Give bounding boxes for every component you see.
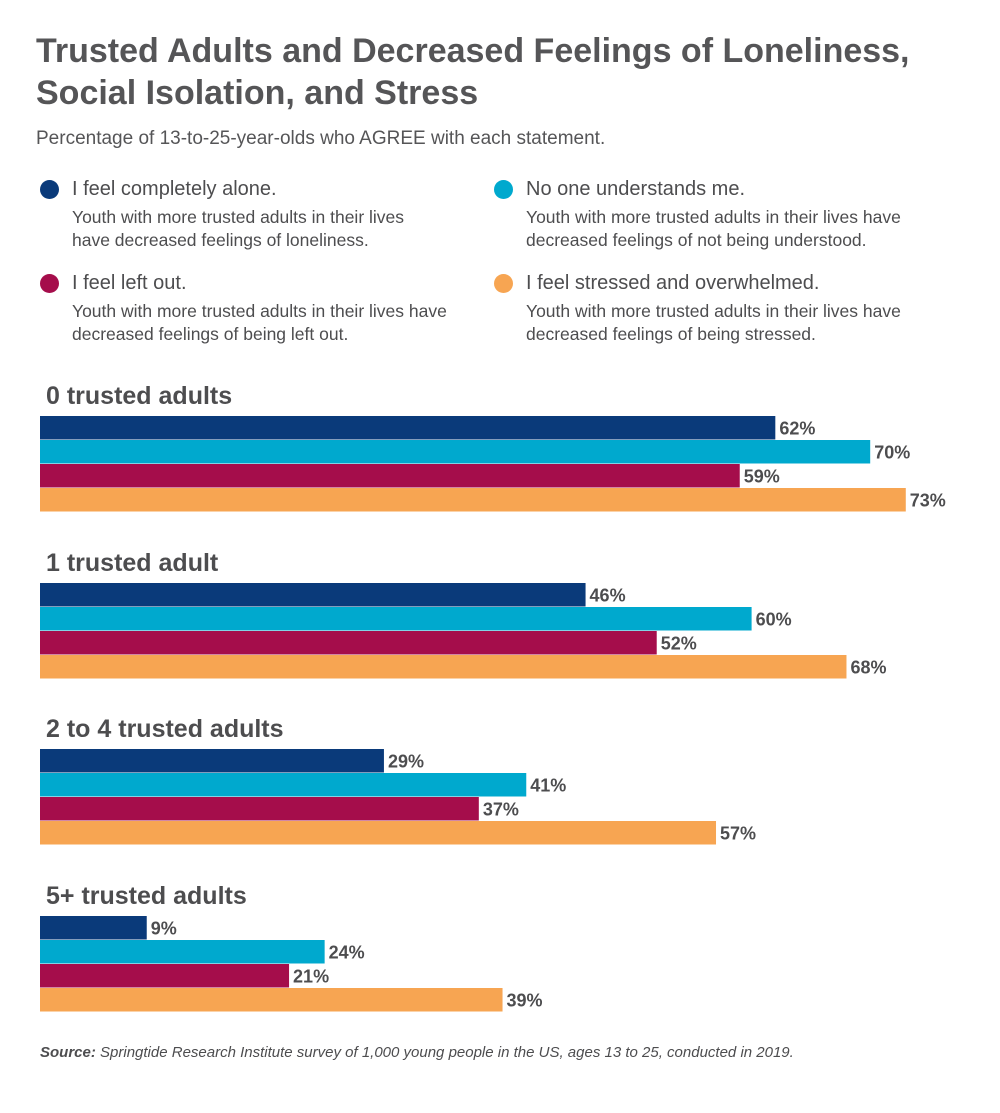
legend-swatch bbox=[494, 180, 513, 199]
bar bbox=[40, 488, 906, 512]
bar-value-label: 37% bbox=[483, 799, 519, 819]
bar-value-label: 52% bbox=[661, 633, 697, 653]
legend-description: Youth with more trusted adults in their … bbox=[526, 207, 901, 250]
bar bbox=[40, 773, 527, 797]
bar bbox=[40, 440, 871, 464]
bar bbox=[40, 797, 479, 821]
bar-value-label: 41% bbox=[530, 775, 566, 795]
source-text: Springtide Research Institute survey of … bbox=[95, 1044, 794, 1061]
bar-value-label: 39% bbox=[507, 990, 543, 1010]
bar bbox=[40, 607, 752, 631]
legend-description: Youth with more trusted adults in their … bbox=[72, 207, 405, 250]
bar-value-label: 68% bbox=[850, 657, 886, 677]
bar-value-label: 70% bbox=[874, 442, 910, 462]
group-title: 5+ trusted adults bbox=[46, 882, 247, 910]
legend-label: No one understands me. bbox=[526, 178, 746, 200]
bar bbox=[40, 464, 740, 488]
bar-value-label: 57% bbox=[720, 823, 756, 843]
source-label: Source: bbox=[40, 1044, 96, 1061]
group-title: 1 trusted adult bbox=[46, 549, 219, 577]
bar bbox=[40, 416, 776, 440]
bar-value-label: 59% bbox=[744, 466, 780, 486]
bar-value-label: 60% bbox=[756, 609, 792, 629]
legend-description: Youth with more trusted adults in their … bbox=[72, 301, 447, 344]
legend-swatch bbox=[40, 274, 59, 293]
chart-subtitle: Percentage of 13-to-25-year-olds who AGR… bbox=[36, 128, 606, 149]
group-title: 0 trusted adults bbox=[46, 382, 232, 410]
bar-value-label: 21% bbox=[293, 966, 329, 986]
bar bbox=[40, 655, 847, 679]
bar-value-label: 9% bbox=[151, 918, 177, 938]
legend-swatch bbox=[494, 274, 513, 293]
bar-value-label: 24% bbox=[329, 942, 365, 962]
bar-value-label: 46% bbox=[590, 585, 626, 605]
bar bbox=[40, 749, 384, 773]
bar bbox=[40, 940, 325, 964]
bar-value-label: 73% bbox=[910, 490, 946, 510]
bar bbox=[40, 916, 147, 940]
group-title: 2 to 4 trusted adults bbox=[46, 715, 284, 743]
legend-swatch bbox=[40, 180, 59, 199]
source-note: Source: Springtide Research Institute su… bbox=[40, 1044, 794, 1061]
bar bbox=[40, 583, 586, 607]
bar-value-label: 29% bbox=[388, 751, 424, 771]
bar-value-label: 62% bbox=[779, 418, 815, 438]
legend-label: I feel stressed and overwhelmed. bbox=[526, 272, 820, 294]
legend-label: I feel completely alone. bbox=[72, 178, 277, 200]
legend-label: I feel left out. bbox=[72, 272, 187, 294]
bar bbox=[40, 988, 503, 1012]
chart-title: Trusted Adults and Decreased Feelings of… bbox=[36, 32, 910, 112]
bar bbox=[40, 964, 290, 988]
legend-description: Youth with more trusted adults in their … bbox=[526, 301, 901, 344]
bar bbox=[40, 821, 717, 845]
bar bbox=[40, 631, 657, 655]
